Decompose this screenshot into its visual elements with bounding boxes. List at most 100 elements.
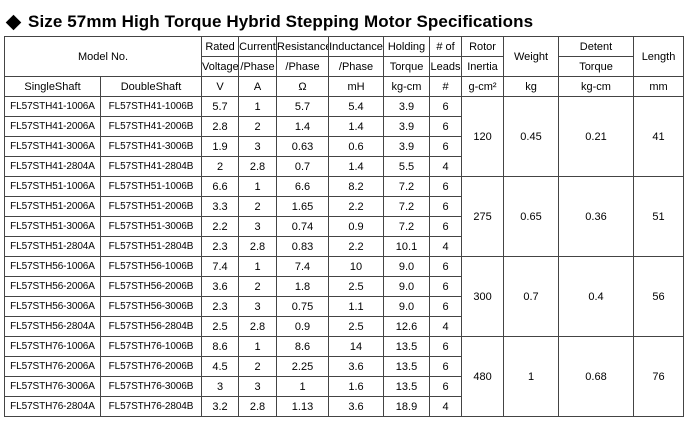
inductance-header-1: Inductance (328, 36, 385, 57)
diamond-bullet-icon (5, 14, 22, 30)
cell-inductance: 2.5 (328, 316, 385, 337)
cell-resistance: 0.7 (276, 156, 330, 177)
cell-torque: 12.6 (383, 316, 431, 337)
group-weight: 0.65 (503, 176, 560, 257)
cell-current: 2.8 (238, 316, 278, 337)
cell-current: 2 (238, 276, 278, 297)
single-shaft-header: SingleShaft (4, 76, 101, 97)
group-detent: 0.68 (558, 336, 635, 417)
length-unit: mm (633, 76, 685, 97)
cell-single: FL57STH51-1006A (4, 176, 101, 197)
cell-torque: 7.2 (383, 196, 431, 217)
leads-unit: # (429, 76, 463, 97)
cell-voltage: 2.2 (201, 216, 240, 237)
cell-current: 2 (238, 356, 278, 377)
cell-inductance: 2.5 (328, 276, 385, 297)
group-weight: 1 (503, 336, 560, 417)
table-row: FL57STH56-3006A FL57STH56-3006B 2.3 3 0.75 1.… (4, 296, 684, 317)
cell-voltage: 5.7 (201, 96, 240, 117)
group-detent: 0.36 (558, 176, 635, 257)
inductance-unit: mH (328, 76, 385, 97)
cell-leads: 6 (429, 196, 463, 217)
cell-single: FL57STH56-2006A (4, 276, 101, 297)
cell-double: FL57STH51-2804B (99, 236, 203, 257)
table-row: FL57STH41-1006A FL57STH41-1006B 5.7 1 5.7 5.4… (4, 96, 685, 177)
cell-leads: 6 (429, 136, 463, 157)
cell-resistance: 1.4 (276, 116, 330, 137)
group-detent: 0.4 (558, 256, 635, 337)
cell-single: FL57STH41-1006A (4, 96, 101, 117)
cell-double: FL57STH41-2804B (99, 156, 203, 177)
rotor-inertia-header-2: Inertia (461, 56, 505, 77)
cell-torque: 9.0 (383, 296, 431, 317)
resistance-header-2: /Phase (276, 56, 330, 77)
cell-single: FL57STH51-2804A (4, 236, 101, 257)
cell-resistance: 2.25 (276, 356, 330, 377)
cell-inductance: 1.6 (328, 376, 385, 397)
cell-inductance: 0.9 (328, 216, 385, 237)
cell-voltage: 3.6 (201, 276, 240, 297)
leads-header-1: # of (429, 36, 463, 57)
cell-torque: 13.5 (383, 376, 431, 397)
cell-current: 3 (238, 216, 278, 237)
table-row: FL57STH76-1006A FL57STH76-1006B 8.6 1 8.6 14 1… (4, 336, 685, 417)
cell-current: 3 (238, 136, 278, 157)
cell-resistance: 5.7 (276, 96, 330, 117)
cell-leads: 4 (429, 156, 463, 177)
cell-inductance: 5.4 (328, 96, 385, 117)
title-bar: Size 57mm High Torque Hybrid Stepping Mo… (4, 10, 533, 34)
table-row: FL57STH76-2006A FL57STH76-2006B 4.5 2 2.25 3.… (4, 356, 684, 377)
length-header: Length (633, 36, 685, 77)
current-header-1: Current (238, 36, 278, 57)
spec-table-body: FL57STH41-1006A FL57STH41-1006B 5.7 1 5.7 5.4… (4, 96, 685, 417)
cell-resistance: 1.65 (276, 196, 330, 217)
cell-single: FL57STH41-3006A (4, 136, 101, 157)
cell-inductance: 8.2 (328, 176, 385, 197)
cell-torque: 3.9 (383, 136, 431, 157)
cell-single: FL57STH56-1006A (4, 256, 101, 277)
cell-torque: 3.9 (383, 116, 431, 137)
cell-voltage: 3 (201, 376, 240, 397)
cell-torque: 7.2 (383, 216, 431, 237)
cell-leads: 6 (429, 376, 463, 397)
table-row: FL57STH51-1006A FL57STH51-1006B 6.6 1 6.6 8.2… (4, 176, 685, 257)
cell-resistance: 8.6 (276, 336, 330, 357)
resistance-unit: Ω (276, 76, 330, 97)
cell-current: 2 (238, 196, 278, 217)
cell-current: 1 (238, 96, 278, 117)
cell-double: FL57STH41-3006B (99, 136, 203, 157)
cell-leads: 6 (429, 356, 463, 377)
cell-resistance: 6.6 (276, 176, 330, 197)
cell-double: FL57STH51-1006B (99, 176, 203, 197)
cell-double: FL57STH41-1006B (99, 96, 203, 117)
group-inertia: 120 (461, 96, 505, 177)
cell-inductance: 0.6 (328, 136, 385, 157)
cell-single: FL57STH51-2006A (4, 196, 101, 217)
cell-voltage: 2 (201, 156, 240, 177)
cell-double: FL57STH76-2804B (99, 396, 203, 417)
cell-single: FL57STH41-2006A (4, 116, 101, 137)
cell-double: FL57STH76-1006B (99, 336, 203, 357)
holding-torque-header-1: Holding (383, 36, 431, 57)
cell-resistance: 0.74 (276, 216, 330, 237)
table-row: FL57STH51-2006A FL57STH51-2006B 3.3 2 1.65 2.… (4, 196, 684, 217)
rotor-inertia-header-1: Rotor (461, 36, 505, 57)
cell-current: 3 (238, 376, 278, 397)
group-length: 56 (633, 256, 685, 337)
cell-torque: 9.0 (383, 276, 431, 297)
table-row: FL57STH56-1006A FL57STH56-1006B 7.4 1 7.4 10 9… (4, 256, 685, 337)
cell-resistance: 1 (276, 376, 330, 397)
spec-table: Model No. Rated Current Resistance Induc… (3, 36, 685, 417)
cell-torque: 7.2 (383, 176, 431, 197)
cell-leads: 6 (429, 256, 463, 277)
cell-single: FL57STH51-3006A (4, 216, 101, 237)
cell-current: 1 (238, 336, 278, 357)
inductance-header-2: /Phase (328, 56, 385, 77)
model-no-header: Model No. (3, 36, 203, 77)
cell-voltage: 1.9 (201, 136, 240, 157)
cell-single: FL57STH76-3006A (4, 376, 101, 397)
cell-torque: 13.5 (383, 356, 431, 377)
cell-voltage: 2.8 (201, 116, 240, 137)
cell-resistance: 1.13 (276, 396, 330, 417)
cell-inductance: 1.4 (328, 156, 385, 177)
